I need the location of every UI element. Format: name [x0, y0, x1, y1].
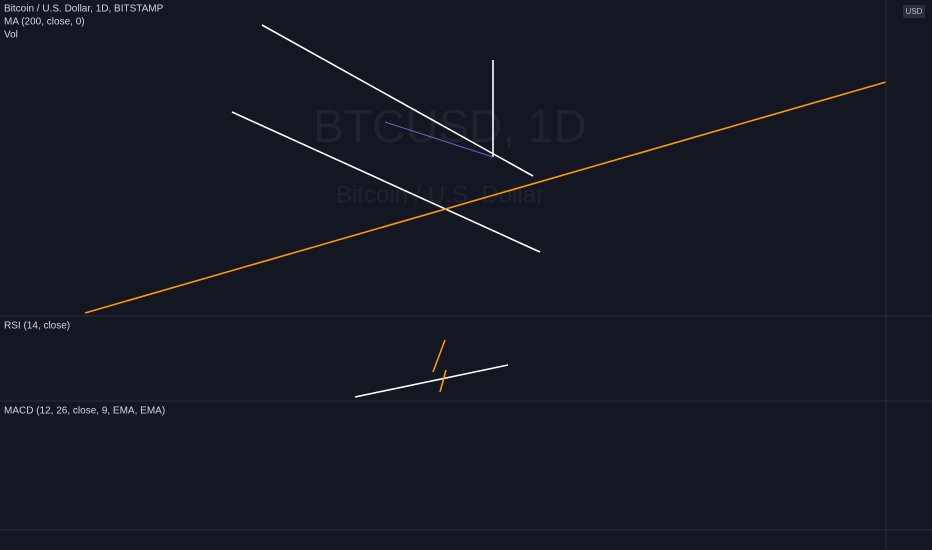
vol-label: Vol [4, 30, 18, 41]
drawings [84, 24, 887, 398]
purple-trend [384, 121, 494, 158]
macd-label: MACD (12, 26, close, 9, EMA, EMA) [4, 406, 165, 417]
channel-top [261, 24, 534, 177]
currency-button[interactable] [903, 5, 925, 18]
rsi-trend [354, 364, 509, 398]
watermark: BTCUSD, 1D [313, 100, 586, 152]
channel-bottom [231, 111, 541, 253]
currency-label[interactable]: USD [906, 7, 923, 16]
orange-trend [84, 81, 887, 314]
rsi-label: RSI (14, close) [4, 321, 70, 332]
price-axis-bg [886, 0, 932, 550]
watermark-sub: Bitcoin / U.S. Dollar [336, 181, 544, 208]
symbol-title: Bitcoin / U.S. Dollar, 1D, BITSTAMP [4, 4, 164, 15]
ma-label: MA (200, close, 0) [4, 17, 85, 28]
rsi-mark-1 [432, 339, 446, 373]
rsi-mark-2 [439, 369, 447, 393]
